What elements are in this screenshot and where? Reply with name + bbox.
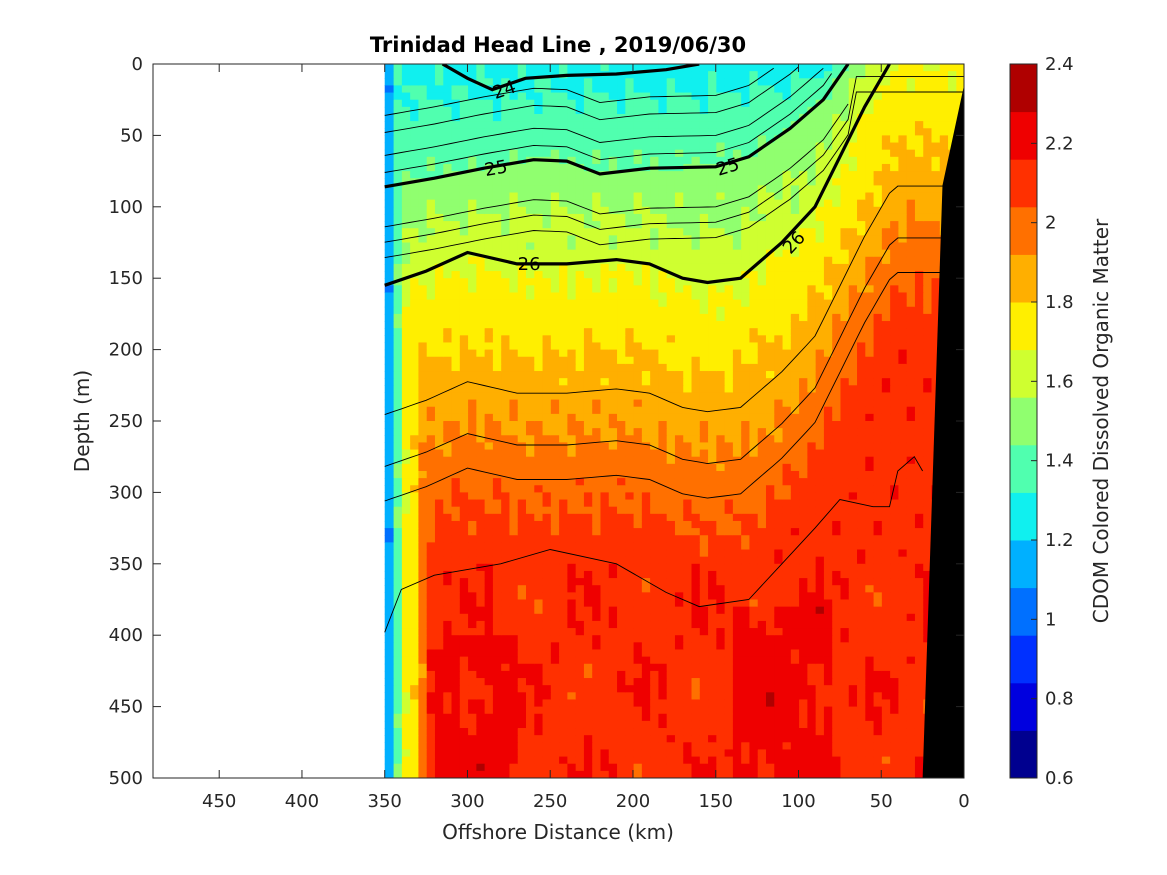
thin-density-contour	[384, 237, 964, 467]
colorbar-swatch	[1010, 64, 1037, 113]
y-tick-label: 200	[109, 340, 143, 361]
colorbar-swatch	[1010, 111, 1037, 160]
y-tick-label: 400	[109, 625, 143, 646]
contour-label-26: 26	[518, 254, 541, 275]
colorbar-swatch	[1010, 540, 1037, 589]
x-tick-label: 250	[533, 791, 567, 812]
y-tick-label: 250	[109, 411, 143, 432]
thin-density-contour	[384, 272, 964, 502]
colorbar-swatch	[1010, 492, 1037, 541]
thin-density-contour	[384, 66, 799, 133]
colorbar-swatch	[1010, 206, 1037, 255]
thin-density-contour	[384, 185, 964, 416]
density-contour-25	[384, 64, 850, 189]
colorbar-tick-label: 0.8	[1045, 689, 1074, 710]
colorbar-tick-label: 1.4	[1045, 451, 1074, 472]
colorbar-label: CDOM Colored Dissolved Organic Matter	[1089, 218, 1113, 623]
x-axis-label: Offshore Distance (km)	[442, 820, 674, 844]
seafloor	[922, 85, 964, 778]
cdom-field	[384, 64, 964, 778]
y-tick-label: 350	[109, 554, 143, 575]
colorbar-tick-label: 0.6	[1045, 768, 1074, 789]
colorbar-swatch	[1010, 682, 1037, 731]
x-tick-label: 300	[450, 791, 484, 812]
x-axis: 450 400 350 300 250 200 150 100 50 0	[202, 64, 970, 812]
colorbar-swatch	[1010, 349, 1037, 398]
thin-density-contour	[384, 76, 964, 243]
x-tick-label: 150	[699, 791, 733, 812]
colorbar-swatch	[1010, 444, 1037, 493]
colorbar-swatch	[1010, 587, 1037, 636]
colorbar-tick-label: 1.2	[1045, 530, 1074, 551]
x-tick-label: 350	[368, 791, 402, 812]
x-tick-label: 400	[285, 791, 319, 812]
colorbar-swatch	[1010, 254, 1037, 303]
density-contour-24	[441, 64, 700, 92]
y-tick-label: 150	[109, 268, 143, 289]
thin-density-contour	[384, 456, 923, 633]
thin-density-contour	[384, 73, 832, 173]
y-tick-label: 450	[109, 697, 143, 718]
colorbar-tick-label: 1.8	[1045, 292, 1074, 313]
y-tick-label: 50	[120, 125, 143, 146]
x-tick-label: 100	[781, 791, 815, 812]
thin-density-contour	[384, 91, 964, 259]
x-tick-label: 200	[616, 791, 650, 812]
colorbar-swatch	[1010, 397, 1037, 446]
colorbar-swatch	[1010, 159, 1037, 208]
x-tick-label: 0	[958, 791, 969, 812]
colorbar-tick-label: 2.4	[1045, 54, 1074, 75]
contour-label-25: 25	[483, 156, 509, 181]
chart-title: Trinidad Head Line , 2019/06/30	[370, 33, 746, 57]
y-tick-label: 100	[109, 197, 143, 218]
colorbar-tick-label: 1	[1045, 609, 1056, 630]
colorbar-swatch	[1010, 635, 1037, 684]
x-tick-label: 450	[202, 791, 236, 812]
y-tick-label: 300	[109, 482, 143, 503]
colorbar-tick-label: 2.2	[1045, 133, 1074, 154]
colorbar-tick-label: 1.6	[1045, 371, 1074, 392]
seafloor-shelf	[922, 85, 964, 778]
colorbar-frame	[1009, 63, 1038, 779]
y-tick-label: 500	[109, 768, 143, 789]
density-contour-26	[384, 64, 891, 287]
thin-density-contour	[384, 67, 824, 156]
colorbar-swatch	[1010, 302, 1037, 351]
y-tick-label: 0	[132, 54, 143, 75]
colorbar: 0.6 0.8 1 1.2 1.4 1.6 1.8 2 2.2 2.4	[1009, 54, 1074, 789]
colorbar-swatch	[1010, 730, 1037, 779]
y-axis: 0 50 100 150 200 250 300 350 400 450 500	[109, 54, 964, 789]
x-tick-label: 50	[870, 791, 893, 812]
thin-density-contour	[384, 103, 849, 228]
y-axis-label: Depth (m)	[70, 370, 94, 472]
colorbar-tick-label: 2	[1045, 213, 1056, 234]
thin-density-contour	[384, 67, 774, 116]
